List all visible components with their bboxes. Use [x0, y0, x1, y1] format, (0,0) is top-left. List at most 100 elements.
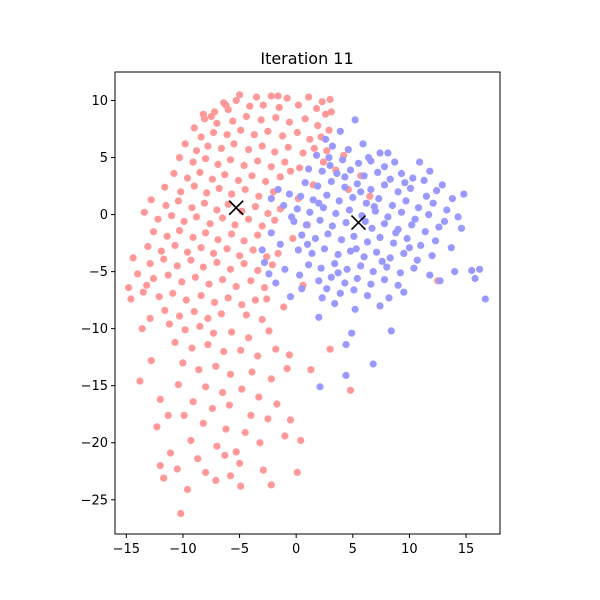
data-point: [306, 208, 314, 216]
data-point: [136, 377, 144, 385]
data-point: [302, 221, 310, 229]
data-point: [293, 128, 301, 137]
data-point: [388, 201, 396, 210]
data-point: [164, 411, 172, 419]
y-tick-label: 0: [100, 208, 108, 223]
data-point: [127, 295, 135, 303]
data-point: [299, 149, 307, 157]
data-point: [283, 365, 291, 373]
data-point: [350, 232, 358, 240]
data-point: [190, 308, 198, 316]
data-point: [196, 322, 204, 330]
data-point: [260, 258, 269, 267]
data-point: [346, 247, 355, 255]
data-point: [322, 135, 330, 143]
data-point: [305, 261, 313, 269]
data-point: [228, 190, 236, 198]
data-point: [283, 94, 291, 102]
data-point: [181, 326, 189, 334]
data-point: [208, 175, 216, 183]
data-point: [288, 213, 296, 221]
data-point: [259, 101, 267, 109]
data-point: [219, 388, 227, 397]
data-point: [440, 217, 449, 225]
data-point: [428, 252, 436, 260]
data-point: [457, 224, 466, 232]
data-point: [293, 468, 301, 476]
data-point: [436, 277, 444, 285]
data-point: [311, 234, 319, 243]
data-point: [197, 244, 205, 252]
data-point: [396, 269, 404, 277]
data-point: [230, 140, 238, 148]
data-point: [205, 280, 213, 288]
data-point: [394, 188, 402, 196]
x-tick-label: −15: [113, 542, 140, 557]
data-point: [197, 133, 205, 141]
data-point: [175, 312, 184, 320]
data-point: [169, 289, 177, 297]
data-point: [173, 262, 181, 270]
data-point: [411, 215, 419, 223]
data-point: [370, 203, 378, 211]
data-point: [274, 185, 282, 194]
data-point: [146, 314, 154, 322]
data-point: [245, 334, 253, 342]
data-point: [232, 282, 240, 291]
data-point: [319, 158, 327, 166]
data-point: [250, 131, 258, 139]
data-point: [183, 248, 192, 256]
chart-title: Iteration 11: [260, 49, 353, 68]
data-point: [324, 230, 332, 238]
data-point: [180, 217, 188, 225]
data-point: [410, 264, 418, 272]
data-point: [301, 179, 309, 187]
data-point: [310, 144, 318, 152]
data-point: [226, 156, 235, 164]
data-point: [286, 416, 295, 424]
data-point: [318, 294, 326, 302]
data-point: [199, 419, 207, 427]
x-tick-label: 5: [349, 542, 357, 557]
data-point: [260, 284, 269, 292]
data-point: [342, 371, 350, 379]
data-point: [341, 279, 349, 287]
data-point: [189, 158, 197, 166]
data-point: [294, 101, 302, 109]
data-point: [173, 465, 181, 473]
data-point: [460, 190, 468, 198]
data-point: [207, 112, 215, 121]
data-point: [315, 277, 323, 285]
data-point: [232, 448, 240, 456]
data-point: [236, 459, 244, 467]
data-point: [221, 451, 229, 459]
data-point: [153, 423, 161, 431]
data-point: [400, 288, 408, 296]
y-tick-label: −10: [81, 322, 108, 337]
data-point: [468, 266, 476, 275]
data-point: [280, 303, 288, 311]
data-point: [188, 204, 196, 212]
data-point: [251, 203, 259, 211]
data-point: [149, 228, 158, 236]
data-point: [222, 101, 230, 109]
data-point: [204, 341, 212, 349]
data-point: [166, 449, 175, 457]
y-tick-label: 5: [100, 151, 108, 166]
data-point: [357, 188, 365, 196]
data-point: [314, 182, 322, 190]
data-point: [164, 271, 172, 279]
data-point: [341, 183, 349, 191]
data-point: [274, 92, 282, 100]
data-point: [343, 265, 351, 273]
data-point: [157, 247, 165, 255]
data-point: [316, 383, 324, 391]
data-point: [160, 474, 168, 482]
y-tick-label: −20: [81, 436, 108, 451]
data-point: [214, 160, 222, 168]
data-point: [258, 246, 266, 254]
data-point: [406, 184, 415, 192]
data-point: [328, 142, 336, 150]
data-point: [226, 265, 235, 273]
